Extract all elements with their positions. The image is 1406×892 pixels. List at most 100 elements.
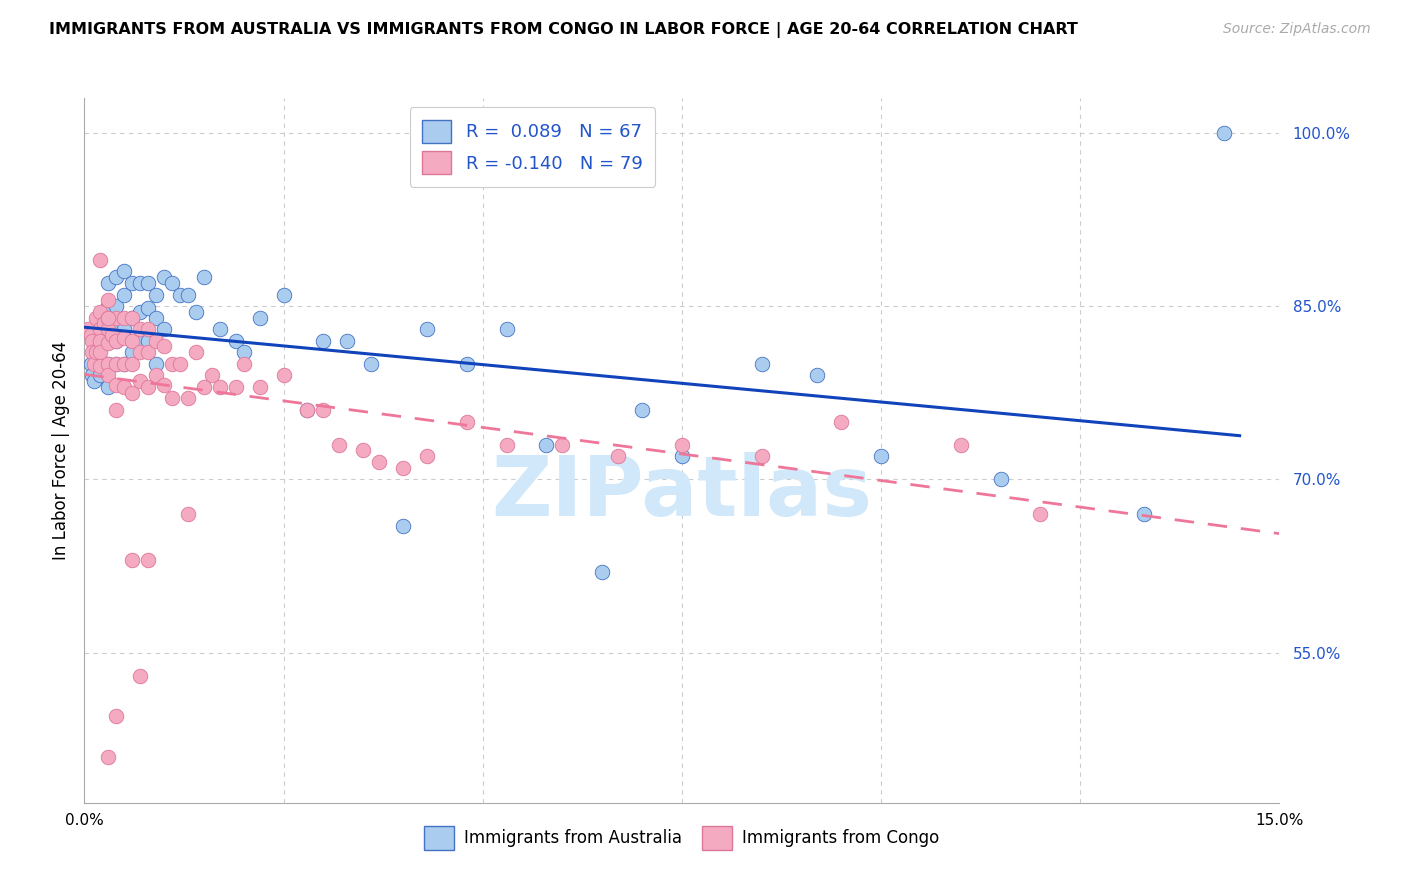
Point xyxy=(97,276,120,290)
Point xyxy=(105,357,128,371)
Text: ZIPatlas: ZIPatlas xyxy=(492,452,872,533)
Point xyxy=(751,357,773,371)
Point xyxy=(671,438,693,452)
Point xyxy=(97,322,120,336)
Point xyxy=(112,287,135,301)
Point xyxy=(97,334,120,348)
Point xyxy=(77,322,100,336)
Point xyxy=(145,368,167,383)
Point xyxy=(193,270,215,285)
Point xyxy=(136,334,159,348)
Point xyxy=(184,345,207,359)
Point xyxy=(145,310,167,325)
Point xyxy=(368,455,391,469)
Point xyxy=(160,276,183,290)
Point xyxy=(193,380,215,394)
Point xyxy=(232,345,254,359)
Point xyxy=(97,310,120,325)
Point xyxy=(184,305,207,319)
Point xyxy=(82,334,104,348)
Point xyxy=(136,301,159,316)
Point xyxy=(536,438,558,452)
Point xyxy=(1212,126,1234,140)
Point xyxy=(671,449,693,463)
Point xyxy=(136,553,159,567)
Point xyxy=(89,345,111,359)
Point xyxy=(83,357,105,371)
Point xyxy=(105,377,128,392)
Point xyxy=(97,299,120,313)
Point xyxy=(89,252,111,267)
Point xyxy=(87,345,110,359)
Point xyxy=(97,749,120,764)
Point xyxy=(129,669,152,683)
Point xyxy=(93,317,115,331)
Point xyxy=(145,357,167,371)
Point xyxy=(97,380,120,394)
Point xyxy=(121,310,143,325)
Point xyxy=(136,322,159,336)
Point xyxy=(121,310,143,325)
Point xyxy=(201,368,224,383)
Point xyxy=(136,345,159,359)
Point xyxy=(89,305,111,319)
Point xyxy=(97,293,120,308)
Point xyxy=(145,287,167,301)
Point xyxy=(990,472,1012,486)
Point xyxy=(89,327,111,342)
Point xyxy=(456,415,478,429)
Point xyxy=(551,438,574,452)
Point xyxy=(312,403,335,417)
Point xyxy=(1133,507,1156,521)
Point xyxy=(105,334,128,348)
Text: IMMIGRANTS FROM AUSTRALIA VS IMMIGRANTS FROM CONGO IN LABOR FORCE | AGE 20-64 CO: IMMIGRANTS FROM AUSTRALIA VS IMMIGRANTS … xyxy=(49,22,1078,38)
Point xyxy=(93,334,115,348)
Point xyxy=(105,334,128,348)
Point xyxy=(297,403,319,417)
Point xyxy=(129,305,152,319)
Point xyxy=(89,359,111,373)
Point xyxy=(121,334,143,348)
Point xyxy=(105,403,128,417)
Point xyxy=(89,322,111,336)
Point xyxy=(352,443,374,458)
Point xyxy=(591,565,613,579)
Point xyxy=(208,380,231,394)
Point xyxy=(870,449,893,463)
Point xyxy=(112,357,135,371)
Point xyxy=(607,449,630,463)
Point xyxy=(86,345,108,359)
Point xyxy=(249,380,271,394)
Point xyxy=(297,403,319,417)
Point xyxy=(97,357,120,371)
Point xyxy=(112,322,135,336)
Point xyxy=(177,507,200,521)
Point xyxy=(82,368,104,383)
Point xyxy=(129,374,152,388)
Point xyxy=(169,287,191,301)
Point xyxy=(97,357,120,371)
Point xyxy=(160,392,183,406)
Point xyxy=(751,449,773,463)
Point xyxy=(153,377,176,392)
Point xyxy=(949,438,972,452)
Point xyxy=(112,380,135,394)
Point xyxy=(336,334,359,348)
Point xyxy=(97,368,120,383)
Point xyxy=(177,392,200,406)
Point xyxy=(82,345,104,359)
Point xyxy=(328,438,350,452)
Point xyxy=(80,357,103,371)
Point xyxy=(495,438,517,452)
Point xyxy=(392,518,415,533)
Point xyxy=(136,380,159,394)
Point xyxy=(112,331,135,345)
Point xyxy=(456,357,478,371)
Point xyxy=(89,322,111,336)
Point xyxy=(112,264,135,278)
Point xyxy=(225,380,247,394)
Point xyxy=(225,334,247,348)
Point xyxy=(129,276,152,290)
Point xyxy=(97,310,120,325)
Point xyxy=(273,368,295,383)
